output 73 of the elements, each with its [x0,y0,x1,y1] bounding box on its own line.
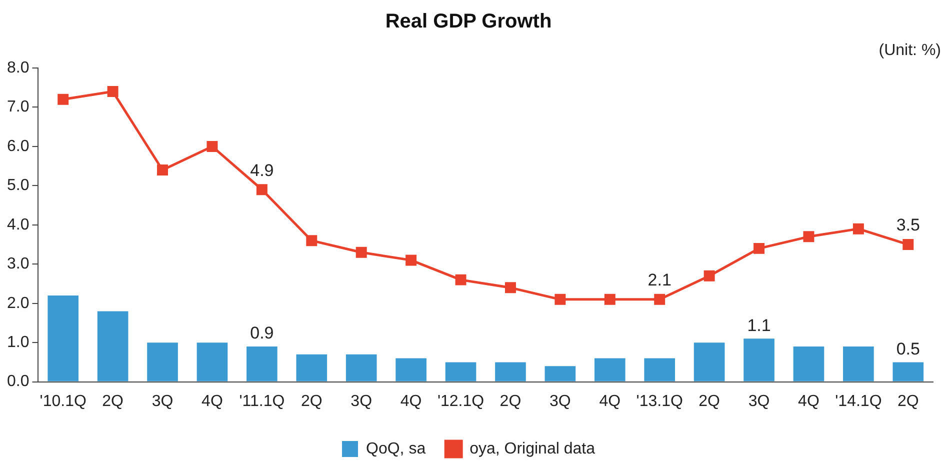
point [704,270,715,282]
x-tick-label: '10.1Q [40,392,86,410]
x-tick-label: 3Q [152,392,174,410]
point [58,94,69,105]
bar [196,342,228,382]
point [504,282,516,294]
y-tick-label: 0.0 [6,373,30,390]
bar [892,362,924,382]
x-tick-label: 4Q [599,392,621,410]
x-tick-label: 4Q [202,392,223,410]
x-tick-label: 3Q [550,392,571,410]
bar [246,346,278,382]
x-tick-label: 4Q [798,392,820,410]
point [554,294,566,305]
point [356,246,367,258]
x-tick-label: 2Q [897,392,919,410]
bar [544,366,576,382]
bar [97,311,128,382]
bar [495,362,526,382]
data-label: 4.9 [250,160,274,180]
data-label: 3.5 [896,216,920,235]
bar [694,342,725,382]
x-tick-label: 3Q [350,392,372,410]
bar [48,296,79,382]
point [157,164,168,176]
point [206,140,218,152]
x-tick-label: '14.1Q [835,392,882,410]
legend-label: QoQ, sa [366,440,426,458]
bar [346,354,377,382]
bar [744,338,774,382]
y-tick-label: 1.0 [6,334,30,351]
point [803,231,814,242]
point [902,239,914,250]
point [107,86,118,98]
data-label: 2.1 [648,270,672,290]
text: (Unit: %) [878,42,941,60]
x-tick-label: 2Q [102,392,124,410]
bar [445,362,476,382]
bar [793,346,824,382]
point [852,223,864,234]
bar [296,354,328,382]
bar [644,358,676,382]
x-tick-label: 2Q [698,392,720,410]
x-tick-label: 2Q [500,392,522,410]
point [654,294,666,305]
x-tick-label: 4Q [400,392,422,410]
point [455,274,466,286]
data-label: 0.5 [896,339,920,358]
chart-title: Real GDP Growth [385,10,552,33]
legend-label: oya, Original data [470,440,596,458]
point [256,184,268,196]
x-tick-label: '13.1Q [636,392,683,410]
x-tick-label: '11.1Q [239,392,285,410]
bar [396,358,426,382]
y-tick-label: 4.0 [6,216,30,234]
x-tick-label: 2Q [300,392,322,410]
bar [594,358,626,382]
y-tick-label: 2.0 [6,294,30,312]
point [406,254,417,266]
point [754,242,765,254]
data-label: 0.9 [250,324,274,343]
y-tick-label: 6.0 [6,138,30,155]
y-tick-label: 8.0 [6,59,30,76]
x-tick-label: '12.1Q [437,392,484,410]
bar [147,342,178,382]
point [604,294,616,305]
y-tick-label: 3.0 [6,256,30,273]
data-label: 1.1 [747,316,771,335]
bar [843,346,874,382]
x-tick-label: 3Q [748,392,770,410]
y-tick-label: 7.0 [6,98,30,116]
y-tick-label: 5.0 [6,177,30,194]
point [306,235,318,246]
